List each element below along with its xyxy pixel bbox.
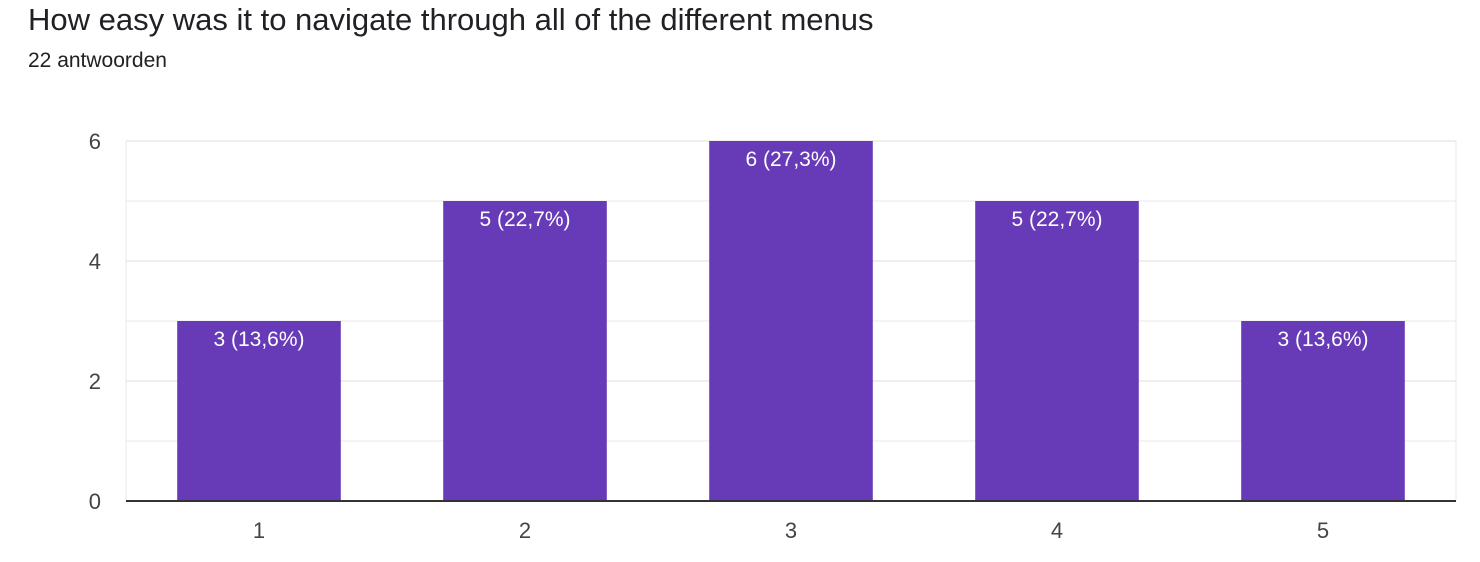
response-count: 22 antwoorden: [28, 49, 167, 72]
x-tick-label: 2: [519, 518, 531, 543]
y-tick-label: 4: [89, 249, 101, 274]
x-tick-label: 5: [1317, 518, 1329, 543]
y-tick-label: 2: [89, 369, 101, 394]
question-title: How easy was it to navigate through all …: [28, 2, 874, 37]
bar-data-label: 3 (13,6%): [213, 328, 304, 351]
y-tick-label: 6: [89, 129, 101, 154]
bar: [177, 321, 341, 501]
bar-data-label: 5 (22,7%): [1011, 208, 1102, 231]
bar: [975, 201, 1139, 501]
bars: [177, 141, 1405, 501]
bar-data-label: 6 (27,3%): [745, 148, 836, 171]
x-tick-label: 3: [785, 518, 797, 543]
x-tick-label: 1: [253, 518, 265, 543]
x-tick-label: 4: [1051, 518, 1063, 543]
bar: [443, 201, 607, 501]
y-tick-label: 0: [89, 489, 101, 514]
bar-data-label: 3 (13,6%): [1277, 328, 1368, 351]
labels: 0 2 4 6 3 (13,6%) 1 5 (22,7%) 2 6 (27,3%) 3 5 (22,…: [89, 129, 1369, 543]
bar: [709, 141, 873, 501]
bar: [1241, 321, 1405, 501]
bar-data-label: 5 (22,7%): [479, 208, 570, 231]
